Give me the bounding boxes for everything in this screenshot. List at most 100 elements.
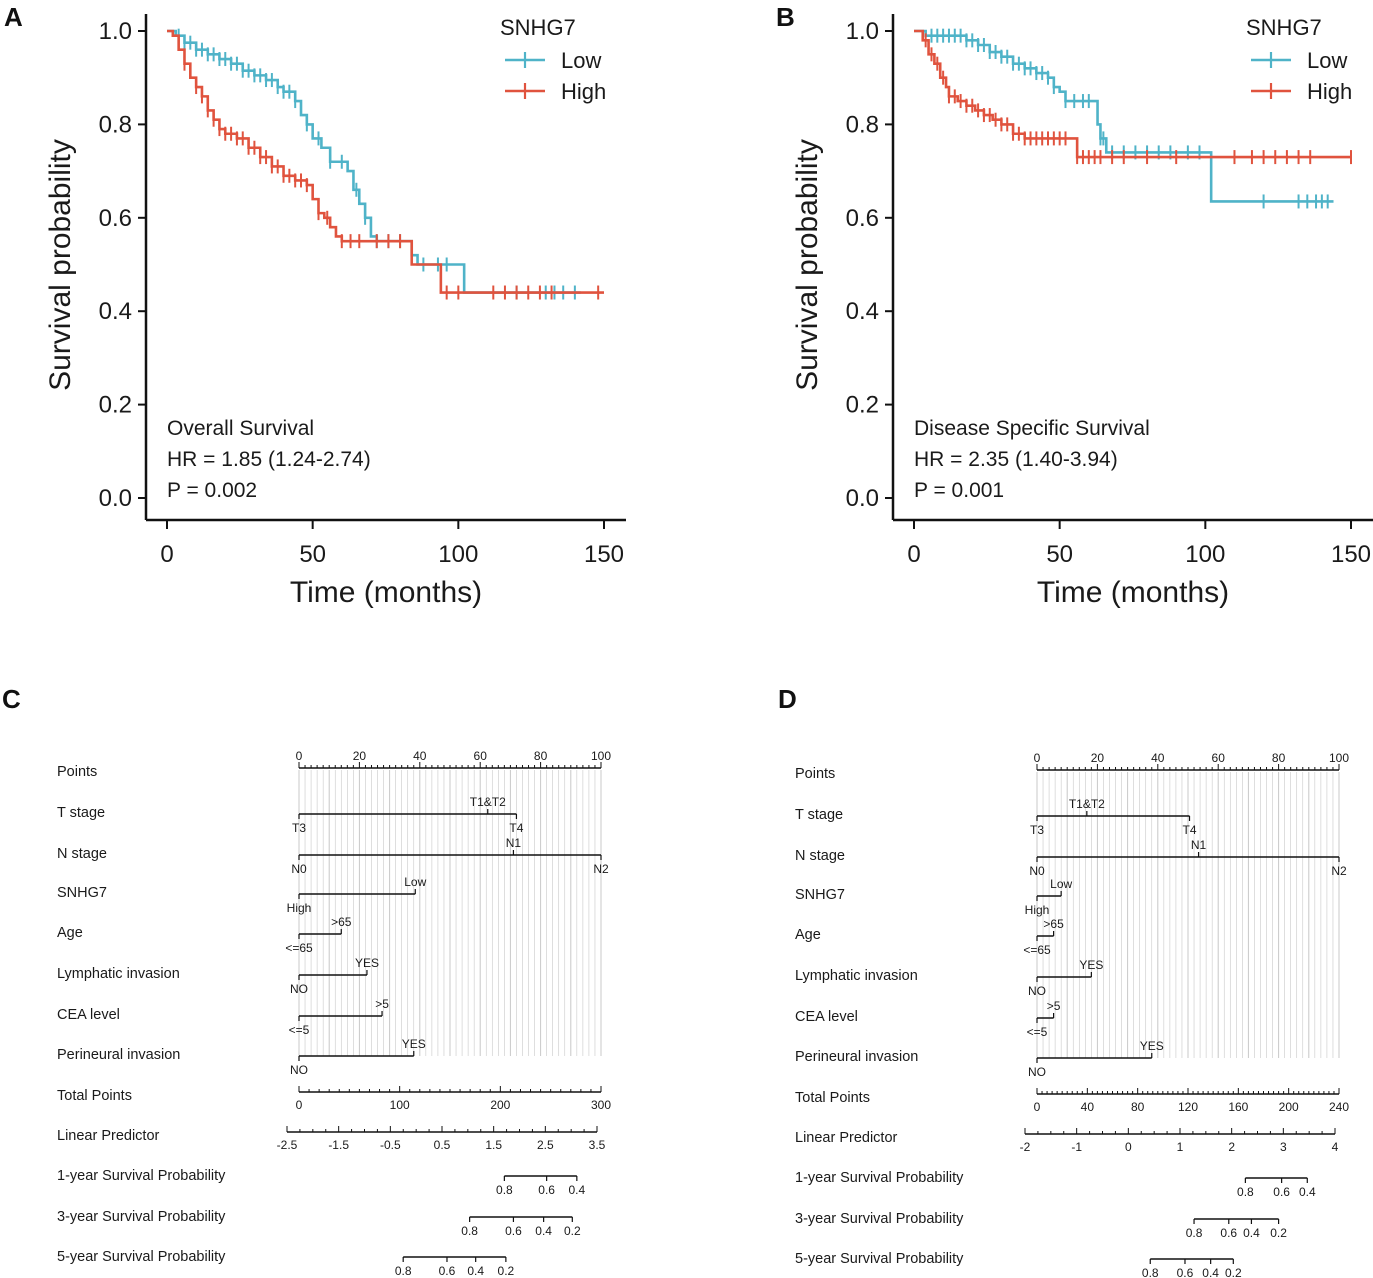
axis-tick-label: 40 — [413, 749, 427, 763]
legend-entry-high: High — [561, 79, 606, 104]
survival-curve-high — [914, 29, 1351, 159]
level-label: High — [1025, 903, 1050, 917]
x-tick-label: 150 — [1331, 541, 1371, 568]
probability-label: 0.6 — [1177, 1266, 1194, 1278]
km-plot-b: 0.0 0.2 0.4 0.6 0.8 1.0 0 50 100 150 Time (months)… — [791, 14, 1373, 609]
level-label: T4 — [509, 821, 523, 835]
probability-label: 0.8 — [395, 1264, 412, 1278]
legend-entry-low: Low — [561, 48, 601, 73]
panel-label-a: A — [4, 2, 23, 32]
level-label: YES — [1140, 1039, 1164, 1053]
level-label: T1&T2 — [470, 795, 506, 809]
axis-tick-label: 160 — [1228, 1100, 1248, 1114]
y-tick-label: 1.0 — [846, 18, 879, 45]
row-label: 3-year Survival Probability — [57, 1209, 226, 1225]
level-label: T3 — [1030, 823, 1044, 837]
x-tick-label: 100 — [438, 541, 478, 568]
level-label: <=65 — [285, 941, 313, 955]
level-label: N1 — [1191, 838, 1207, 852]
legend-entry-high: High — [1307, 79, 1352, 104]
axis-tick-label: 120 — [1178, 1100, 1198, 1114]
row-label: 1-year Survival Probability — [795, 1170, 964, 1186]
probability-label: 0.2 — [1225, 1266, 1242, 1278]
probability-label: 0.6 — [1220, 1226, 1237, 1240]
axis-tick-label: 80 — [1272, 751, 1286, 765]
level-label: <=65 — [1023, 943, 1051, 957]
row-label: Linear Predictor — [795, 1130, 898, 1146]
axis-tick-label: 200 — [490, 1098, 510, 1112]
axis-tick-label: 100 — [1329, 751, 1349, 765]
axis-tick-label: 0.5 — [434, 1138, 451, 1152]
level-label: >5 — [375, 997, 389, 1011]
row-label: Lymphatic invasion — [795, 968, 918, 984]
axis-tick-label: 20 — [1091, 751, 1105, 765]
probability-label: 0.4 — [1299, 1185, 1316, 1199]
row-label: CEA level — [795, 1009, 858, 1025]
x-tick-label: 100 — [1185, 541, 1225, 568]
y-axis-title: Survival probability — [791, 139, 824, 391]
probability-label: 0.4 — [535, 1224, 552, 1238]
row-label: Age — [795, 927, 821, 943]
row-label: T stage — [57, 805, 105, 821]
y-tick-label: 1.0 — [99, 18, 132, 45]
annotation-text: P = 0.001 — [914, 479, 1004, 502]
level-label: <=5 — [1027, 1025, 1048, 1039]
axis-tick-label: -1.5 — [328, 1138, 349, 1152]
y-axis-title: Survival probability — [44, 139, 77, 391]
level-label: T4 — [1183, 823, 1197, 837]
level-label: NO — [290, 982, 308, 996]
level-label: NO — [1028, 1065, 1046, 1079]
axis-tick-label: -2.5 — [277, 1138, 298, 1152]
level-label: >65 — [1043, 917, 1064, 931]
axis-tick-label: 1.5 — [485, 1138, 502, 1152]
y-tick-label: 0.0 — [846, 485, 879, 512]
level-label: NO — [1028, 984, 1046, 998]
row-label: Points — [57, 764, 97, 780]
probability-label: 0.8 — [1142, 1266, 1159, 1278]
level-label: N2 — [593, 862, 609, 876]
row-label: 3-year Survival Probability — [795, 1211, 964, 1227]
row-label: Total Points — [57, 1088, 132, 1104]
level-label: High — [287, 901, 312, 915]
level-label: T3 — [292, 821, 306, 835]
level-label: >5 — [1047, 999, 1061, 1013]
axis-tick-label: 0 — [296, 1098, 303, 1112]
km-plot-a: 0.0 0.2 0.4 0.6 0.8 1.0 0 50 100 150 Time (months)… — [44, 14, 626, 609]
legend-title: SNHG7 — [1246, 15, 1322, 40]
legend-entry-low: Low — [1307, 48, 1347, 73]
y-tick-label: 0.8 — [846, 111, 879, 138]
axis-tick-label: -1 — [1071, 1140, 1082, 1154]
probability-label: 0.2 — [1270, 1226, 1287, 1240]
annotation-text: HR = 1.85 (1.24-2.74) — [167, 448, 371, 471]
panel-label-d: D — [778, 684, 797, 714]
y-tick-label: 0.6 — [99, 205, 132, 232]
axis-tick-label: 1 — [1177, 1140, 1184, 1154]
row-label: CEA level — [57, 1007, 120, 1023]
axis-tick-label: 20 — [353, 749, 367, 763]
row-label: Linear Predictor — [57, 1128, 160, 1144]
x-tick-label: 0 — [907, 541, 920, 568]
probability-label: 0.6 — [538, 1183, 555, 1197]
y-tick-label: 0.0 — [99, 485, 132, 512]
level-label: N2 — [1331, 864, 1347, 878]
axis-tick-label: 80 — [1131, 1100, 1145, 1114]
row-label: Perineural invasion — [795, 1049, 918, 1065]
probability-label: 0.2 — [498, 1264, 515, 1278]
annotation-text: Disease Specific Survival — [914, 417, 1150, 440]
annotation-text: Overall Survival — [167, 417, 314, 440]
row-label: Lymphatic invasion — [57, 966, 180, 982]
axis-tick-label: 3 — [1280, 1140, 1287, 1154]
probability-label: 0.2 — [564, 1224, 581, 1238]
level-label: N1 — [506, 836, 522, 850]
axis-tick-label: 40 — [1151, 751, 1165, 765]
panel-label-c: C — [2, 684, 21, 714]
survival-curve-low — [167, 29, 581, 294]
axis-tick-label: 300 — [591, 1098, 611, 1112]
x-tick-label: 150 — [584, 541, 624, 568]
level-label: >65 — [331, 915, 352, 929]
axis-tick-label: 3.5 — [589, 1138, 606, 1152]
level-label: YES — [355, 956, 379, 970]
axis-tick-label: 40 — [1081, 1100, 1095, 1114]
